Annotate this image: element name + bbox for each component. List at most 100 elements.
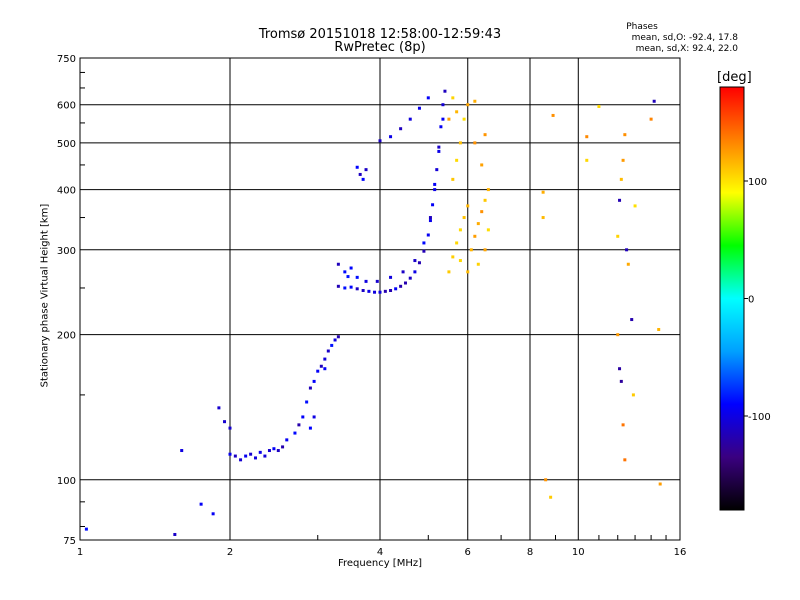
y-tick-label: 750 [57, 54, 76, 65]
data-point [403, 281, 407, 285]
x-tick-label: 4 [377, 547, 383, 558]
data-point [631, 393, 635, 397]
data-point [316, 369, 320, 373]
data-point [211, 512, 215, 516]
data-point [276, 449, 280, 453]
data-point [618, 198, 622, 202]
data-point [626, 262, 630, 266]
data-point [458, 228, 462, 232]
data-point [297, 423, 301, 427]
data-point [486, 228, 490, 232]
data-point [343, 286, 347, 290]
data-point [272, 447, 276, 451]
colorbar-unit-label: [deg] [717, 70, 752, 85]
data-point [541, 190, 545, 194]
x-tick-label: 2 [227, 547, 233, 558]
data-point [301, 415, 305, 419]
data-point [447, 117, 451, 121]
y-tick-label: 400 [57, 186, 76, 197]
data-point [258, 450, 262, 454]
data-point [426, 233, 430, 237]
data-point [616, 333, 620, 337]
data-point [349, 266, 353, 270]
data-point [633, 204, 637, 208]
data-point [413, 259, 417, 263]
data-point [458, 259, 462, 263]
data-point [355, 287, 359, 291]
data-point [428, 219, 432, 223]
chart-title: Tromsø 20151018 12:58:00-12:59:43 [258, 27, 502, 42]
data-point [389, 135, 393, 139]
data-point [239, 458, 243, 462]
data-point [217, 406, 221, 410]
data-point [285, 438, 289, 442]
phase-stats-x: mean, sd,X: 92.4, 22.0 [635, 44, 738, 54]
data-point [541, 216, 545, 220]
data-point [426, 96, 430, 100]
data-point [349, 285, 353, 289]
data-point [180, 449, 184, 453]
data-point [312, 379, 316, 383]
data-point [483, 133, 487, 137]
x-tick-label: 8 [527, 547, 533, 558]
data-point [326, 349, 330, 353]
data-point [223, 420, 227, 424]
data-point [378, 290, 382, 294]
data-point [355, 165, 359, 169]
data-point [455, 241, 459, 245]
data-point [466, 204, 470, 208]
data-point [466, 103, 470, 107]
data-point [658, 482, 662, 486]
data-point [649, 117, 653, 121]
data-point [483, 248, 487, 252]
data-point [364, 168, 368, 172]
data-point [305, 400, 309, 404]
data-point [399, 127, 403, 131]
data-point [355, 275, 359, 279]
data-point [657, 328, 661, 332]
colorbar [719, 86, 745, 511]
data-point [473, 99, 477, 103]
colorbar-tick-label: -100 [748, 412, 771, 423]
data-point [652, 99, 656, 103]
data-point [625, 248, 629, 252]
data-point [623, 133, 627, 137]
data-point [367, 289, 371, 293]
data-point [433, 182, 437, 186]
data-point [401, 270, 405, 274]
x-tick-label: 10 [572, 547, 585, 558]
data-point [443, 89, 447, 93]
data-point [228, 452, 232, 456]
data-point [389, 288, 393, 292]
data-point [621, 158, 625, 162]
data-point [336, 335, 340, 339]
data-point [447, 270, 451, 274]
data-point [451, 96, 455, 100]
data-point [383, 289, 387, 293]
y-tick-label: 200 [57, 331, 76, 342]
y-tick-label: 300 [57, 246, 76, 257]
x-tick-label: 16 [674, 547, 687, 558]
data-point [413, 270, 417, 274]
data-point [585, 135, 589, 139]
data-point [455, 158, 459, 162]
data-point [431, 203, 435, 207]
data-point [319, 364, 323, 368]
data-point [293, 431, 297, 435]
data-point [619, 177, 623, 181]
data-point [308, 426, 312, 430]
data-point [458, 141, 462, 145]
data-point [597, 104, 601, 108]
data-point [343, 270, 347, 274]
data-point [336, 284, 340, 288]
data-point [469, 248, 473, 252]
data-point [441, 103, 445, 107]
data-point [422, 241, 426, 245]
data-point [281, 445, 285, 449]
data-point [333, 338, 337, 342]
data-point [330, 343, 334, 347]
chart-subtitle: RwPretec (8p) [334, 40, 426, 55]
data-point [473, 141, 477, 145]
data-point [199, 502, 203, 506]
